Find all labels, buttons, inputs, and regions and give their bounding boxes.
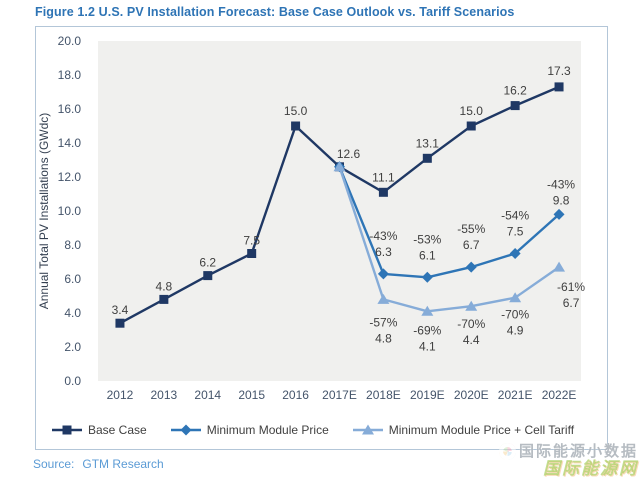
data-point-minimum-module-price: [553, 208, 565, 220]
data-label-minimum-module-price: 9.8: [553, 193, 570, 207]
data-point-minimum-module-price-cell-tariff: [553, 261, 566, 272]
data-label-base-case: 6.2: [199, 256, 216, 270]
data-point-base-case: [466, 121, 476, 131]
data-label-base-case: 3.4: [112, 303, 129, 317]
data-label-minimum-module-price: -54%: [501, 209, 529, 223]
data-label-base-case: 11.1: [372, 170, 395, 184]
legend-label-base-case: Base Case: [88, 423, 147, 437]
data-point-minimum-module-price-cell-tariff: [377, 293, 390, 304]
data-point-minimum-module-price: [509, 248, 521, 259]
data-label-minimum-module-price-cell-tariff: -70%: [501, 308, 529, 322]
x-axis-tick-label: 2020E: [454, 388, 489, 402]
data-label-minimum-module-price: 6.3: [375, 245, 392, 259]
data-label-minimum-module-price: -43%: [547, 177, 575, 191]
y-axis-tick-label: 10.0: [58, 204, 82, 218]
chart-canvas: 0.0 2.0 4.0 6.0 8.0 10.0 12.0 14.0 16.0 18.0 20.0 A…: [37, 34, 585, 402]
data-point-minimum-module-price: [421, 271, 433, 283]
x-axis-tick-label: 2014: [194, 388, 221, 402]
source-label: Source:: [33, 457, 75, 471]
data-point-minimum-module-price: [465, 261, 477, 273]
data-label-base-case: 15.0: [284, 104, 308, 118]
legend-marker-shape-base-case: [62, 425, 72, 435]
data-label-minimum-module-price: -53%: [413, 232, 441, 246]
data-point-base-case: [203, 271, 213, 281]
data-point-base-case: [378, 187, 388, 197]
data-point-minimum-module-price-cell-tariff: [465, 300, 478, 311]
x-axis-tick-label: 2022E: [542, 388, 577, 402]
data-point-minimum-module-price: [377, 268, 389, 280]
data-label-base-case: 16.2: [503, 84, 527, 98]
data-label-base-case: 13.1: [416, 136, 440, 150]
x-axis-tick-label: 2018E: [366, 388, 401, 402]
series-line-minimum-module-price: [338, 166, 560, 279]
data-point-minimum-module-price-cell-tariff: [509, 292, 522, 303]
data-label-minimum-module-price-cell-tariff: -57%: [369, 315, 397, 329]
data-label-minimum-module-price: 7.5: [507, 225, 524, 239]
data-point-base-case: [159, 294, 169, 304]
figure-title: Figure 1.2 U.S. PV Installation Forecast…: [35, 5, 515, 19]
series-line-minimum-module-price-cell-tariff: [338, 166, 560, 313]
data-label-base-case: 15.0: [460, 104, 484, 118]
source-value: GTM Research: [82, 457, 164, 471]
data-label-minimum-module-price: 6.1: [419, 248, 436, 262]
data-label-base-case: 12.6: [337, 147, 361, 161]
data-label-minimum-module-price-cell-tariff: 4.9: [507, 324, 524, 338]
data-label-minimum-module-price: -43%: [369, 229, 397, 243]
data-label-minimum-module-price-cell-tariff: -70%: [457, 317, 485, 331]
y-axis-tick-label: 12.0: [58, 170, 82, 184]
y-axis-tick-label: 4.0: [64, 306, 81, 320]
plot-area: [98, 41, 581, 381]
data-point-base-case: [247, 249, 257, 258]
legend-marker-diamond-icon: [170, 424, 201, 436]
x-axis-tick-label: 2016: [282, 388, 309, 402]
y-axis-tick-label: 0.0: [64, 374, 81, 388]
data-label-base-case: 4.8: [156, 279, 173, 293]
data-label-minimum-module-price-cell-tariff: 4.4: [463, 333, 480, 347]
data-label-minimum-module-price-cell-tariff: 4.1: [419, 339, 436, 353]
source-line: Source: GTM Research: [33, 457, 164, 471]
x-axis-tick-label: 2012: [107, 388, 134, 402]
data-point-base-case: [422, 153, 432, 163]
legend-label-minimum-module-price: Minimum Module Price: [206, 423, 329, 437]
y-axis-tick-label: 14.0: [58, 136, 82, 150]
x-axis-tick-label: 2017E: [322, 388, 357, 402]
legend-label-minimum-module-price-cell-tariff: Minimum Module Price + Cell Tariff: [388, 423, 575, 437]
chart-legend: Base Case Minimum Module Price Minimum M…: [36, 417, 607, 443]
data-label-minimum-module-price-cell-tariff: 4.8: [375, 331, 392, 345]
y-axis-tick-label: 6.0: [64, 272, 81, 286]
y-axis-title: Annual Total PV Installations (GWdc): [37, 113, 51, 310]
legend-item-base-case[interactable]: Base Case: [52, 423, 147, 437]
legend-marker-square-icon: [52, 425, 82, 435]
data-label-minimum-module-price-cell-tariff: -61%: [557, 280, 585, 294]
data-point-base-case: [510, 101, 520, 111]
legend-item-minimum-module-price-cell-tariff[interactable]: Minimum Module Price + Cell Tariff: [352, 423, 575, 437]
x-axis-tick-label: 2013: [151, 388, 178, 402]
watermark-text-line2: 国际能源网: [543, 459, 638, 479]
data-point-minimum-module-price-cell-tariff: [333, 161, 346, 172]
data-label-minimum-module-price: 6.7: [463, 238, 480, 252]
chart-container: 0.0 2.0 4.0 6.0 8.0 10.0 12.0 14.0 16.0 18.0 20.0 A…: [35, 26, 608, 450]
data-label-base-case: 7.5: [243, 234, 260, 248]
y-axis-tick-label: 8.0: [64, 238, 81, 252]
y-axis-tick-label: 18.0: [58, 68, 82, 82]
legend-marker-triangle-icon: [352, 424, 383, 435]
legend-marker-shape-minimum-module-price-cell-tariff: [361, 424, 374, 435]
data-label-minimum-module-price-cell-tariff: 6.7: [563, 296, 580, 310]
data-point-minimum-module-price-cell-tariff: [421, 305, 434, 316]
data-point-base-case: [291, 121, 301, 131]
y-axis-tick-label: 20.0: [58, 34, 82, 48]
legend-item-minimum-module-price[interactable]: Minimum Module Price: [170, 423, 329, 437]
data-point-base-case: [115, 318, 125, 328]
x-axis-tick-label: 2015: [238, 388, 265, 402]
x-axis-tick-label: 2021E: [498, 388, 533, 402]
data-label-base-case: 17.3: [547, 64, 571, 78]
data-point-base-case: [554, 82, 564, 92]
y-axis-tick-label: 2.0: [64, 340, 81, 354]
data-label-minimum-module-price: -55%: [457, 222, 485, 236]
legend-marker-shape-minimum-module-price: [180, 424, 192, 436]
y-axis-tick-label: 16.0: [58, 102, 82, 116]
x-axis-tick-label: 2019E: [410, 388, 445, 402]
data-label-minimum-module-price-cell-tariff: -69%: [413, 323, 441, 337]
